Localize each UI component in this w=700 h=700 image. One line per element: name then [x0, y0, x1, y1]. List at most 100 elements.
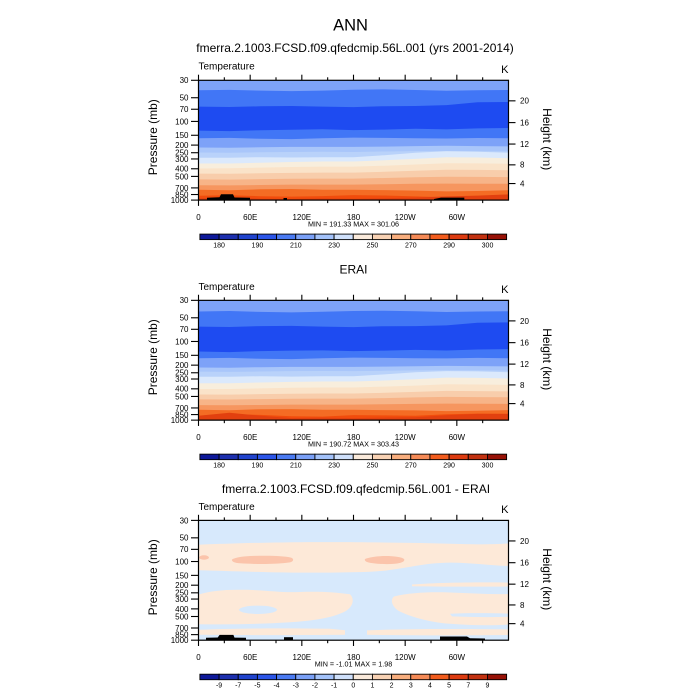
- svg-text:4: 4: [520, 180, 525, 189]
- svg-text:300: 300: [175, 595, 189, 604]
- svg-text:180: 180: [347, 433, 361, 442]
- svg-text:120W: 120W: [395, 653, 416, 662]
- svg-text:70: 70: [180, 105, 189, 114]
- svg-text:60W: 60W: [449, 653, 466, 662]
- svg-text:16: 16: [520, 339, 529, 348]
- svg-text:Height (km): Height (km): [540, 328, 554, 390]
- svg-text:Pressure (mb): Pressure (mb): [146, 539, 160, 615]
- svg-text:-9: -9: [216, 683, 222, 690]
- svg-text:180: 180: [213, 243, 225, 250]
- svg-text:700: 700: [175, 184, 189, 193]
- svg-text:120E: 120E: [292, 653, 311, 662]
- svg-text:190: 190: [252, 463, 264, 470]
- svg-text:700: 700: [175, 404, 189, 413]
- svg-text:0: 0: [196, 653, 201, 662]
- svg-text:50: 50: [180, 534, 189, 543]
- svg-text:Height (km): Height (km): [540, 548, 554, 610]
- svg-text:60W: 60W: [449, 213, 466, 222]
- svg-text:4: 4: [520, 400, 525, 409]
- svg-text:4: 4: [520, 620, 525, 629]
- svg-text:60E: 60E: [243, 433, 257, 442]
- svg-text:30: 30: [180, 76, 189, 85]
- svg-text:K: K: [501, 284, 509, 296]
- svg-text:-1: -1: [331, 683, 337, 690]
- svg-text:MIN = -1.01 MAX = 1.98: MIN = -1.01 MAX = 1.98: [315, 660, 393, 669]
- svg-text:20: 20: [520, 537, 529, 546]
- svg-text:250: 250: [175, 369, 189, 378]
- svg-text:150: 150: [175, 131, 189, 140]
- svg-text:-7: -7: [235, 683, 241, 690]
- svg-text:270: 270: [405, 463, 417, 470]
- svg-text:ERAI: ERAI: [339, 262, 367, 276]
- svg-text:200: 200: [175, 141, 189, 150]
- svg-text:4: 4: [428, 683, 432, 690]
- svg-text:5: 5: [447, 683, 451, 690]
- svg-text:12: 12: [520, 360, 529, 369]
- svg-text:50: 50: [180, 314, 189, 323]
- svg-text:180: 180: [347, 653, 361, 662]
- svg-text:20: 20: [520, 97, 529, 106]
- svg-text:MIN = 190.72 MAX = 303.43: MIN = 190.72 MAX = 303.43: [308, 440, 399, 449]
- svg-text:8: 8: [520, 161, 525, 170]
- svg-text:120E: 120E: [292, 433, 311, 442]
- svg-text:120W: 120W: [395, 213, 416, 222]
- svg-text:20: 20: [520, 317, 529, 326]
- svg-text:500: 500: [175, 172, 189, 181]
- svg-text:K: K: [501, 64, 509, 76]
- svg-text:30: 30: [180, 516, 189, 525]
- svg-text:3: 3: [409, 683, 413, 690]
- svg-text:1000: 1000: [171, 416, 189, 425]
- svg-text:Pressure (mb): Pressure (mb): [146, 99, 160, 175]
- svg-text:0: 0: [196, 433, 201, 442]
- svg-text:fmerra.2.1003.FCSD.f09.qfedcmi: fmerra.2.1003.FCSD.f09.qfedcmip.56L.001 …: [222, 482, 490, 496]
- svg-text:100: 100: [175, 557, 189, 566]
- svg-text:8: 8: [520, 601, 525, 610]
- svg-text:Temperature: Temperature: [199, 62, 256, 73]
- svg-text:1000: 1000: [171, 196, 189, 205]
- svg-text:120E: 120E: [292, 213, 311, 222]
- svg-text:250: 250: [367, 463, 379, 470]
- svg-text:50: 50: [180, 94, 189, 103]
- svg-text:16: 16: [520, 119, 529, 128]
- svg-text:MIN = 191.33 MAX = 301.06: MIN = 191.33 MAX = 301.06: [308, 220, 399, 229]
- svg-text:850: 850: [175, 411, 189, 420]
- svg-text:-3: -3: [293, 683, 299, 690]
- svg-text:230: 230: [328, 243, 340, 250]
- svg-text:850: 850: [175, 190, 189, 199]
- svg-text:ANN: ANN: [333, 16, 368, 34]
- svg-text:1000: 1000: [171, 636, 189, 645]
- svg-text:12: 12: [520, 580, 529, 589]
- svg-text:250: 250: [175, 589, 189, 598]
- svg-text:16: 16: [520, 559, 529, 568]
- svg-text:150: 150: [175, 351, 189, 360]
- svg-text:70: 70: [180, 545, 189, 554]
- svg-text:180: 180: [213, 463, 225, 470]
- svg-text:300: 300: [175, 155, 189, 164]
- svg-text:270: 270: [405, 243, 417, 250]
- svg-text:9: 9: [486, 683, 490, 690]
- svg-text:1: 1: [370, 683, 374, 690]
- svg-text:Pressure (mb): Pressure (mb): [146, 319, 160, 395]
- svg-text:100: 100: [175, 337, 189, 346]
- svg-text:180: 180: [347, 213, 361, 222]
- svg-text:0: 0: [196, 213, 201, 222]
- svg-text:300: 300: [482, 463, 494, 470]
- svg-text:30: 30: [180, 296, 189, 305]
- svg-text:210: 210: [290, 463, 302, 470]
- svg-text:2: 2: [390, 683, 394, 690]
- svg-text:-2: -2: [312, 683, 318, 690]
- svg-text:8: 8: [520, 381, 525, 390]
- svg-text:fmerra.2.1003.FCSD.f09.qfedcmi: fmerra.2.1003.FCSD.f09.qfedcmip.56L.001 …: [196, 41, 514, 55]
- svg-text:60E: 60E: [243, 213, 257, 222]
- svg-text:120W: 120W: [395, 433, 416, 442]
- svg-text:190: 190: [252, 243, 264, 250]
- svg-text:250: 250: [367, 243, 379, 250]
- svg-text:250: 250: [175, 149, 189, 158]
- svg-text:100: 100: [175, 117, 189, 126]
- svg-text:Temperature: Temperature: [199, 282, 256, 293]
- svg-text:70: 70: [180, 325, 189, 334]
- svg-text:230: 230: [328, 463, 340, 470]
- svg-text:150: 150: [175, 571, 189, 580]
- svg-text:Temperature: Temperature: [199, 502, 256, 513]
- svg-text:290: 290: [443, 243, 455, 250]
